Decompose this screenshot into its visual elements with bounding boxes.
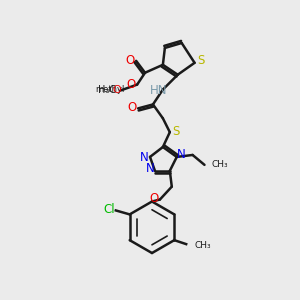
Text: methyl: methyl	[96, 85, 125, 94]
Text: S: S	[197, 54, 204, 67]
Text: N: N	[140, 152, 148, 164]
Text: O: O	[112, 85, 121, 94]
Text: S: S	[172, 125, 179, 138]
Text: O: O	[126, 54, 135, 67]
Text: CH₃: CH₃	[194, 241, 211, 250]
Text: CH₃: CH₃	[212, 160, 228, 169]
Text: N: N	[146, 162, 154, 175]
Text: Cl: Cl	[103, 203, 115, 216]
Text: H₃C: H₃C	[98, 85, 116, 94]
Text: O: O	[127, 78, 136, 91]
Text: O: O	[149, 192, 159, 205]
Text: HN: HN	[150, 84, 168, 97]
Text: N: N	[177, 148, 186, 161]
Text: O: O	[128, 101, 137, 114]
